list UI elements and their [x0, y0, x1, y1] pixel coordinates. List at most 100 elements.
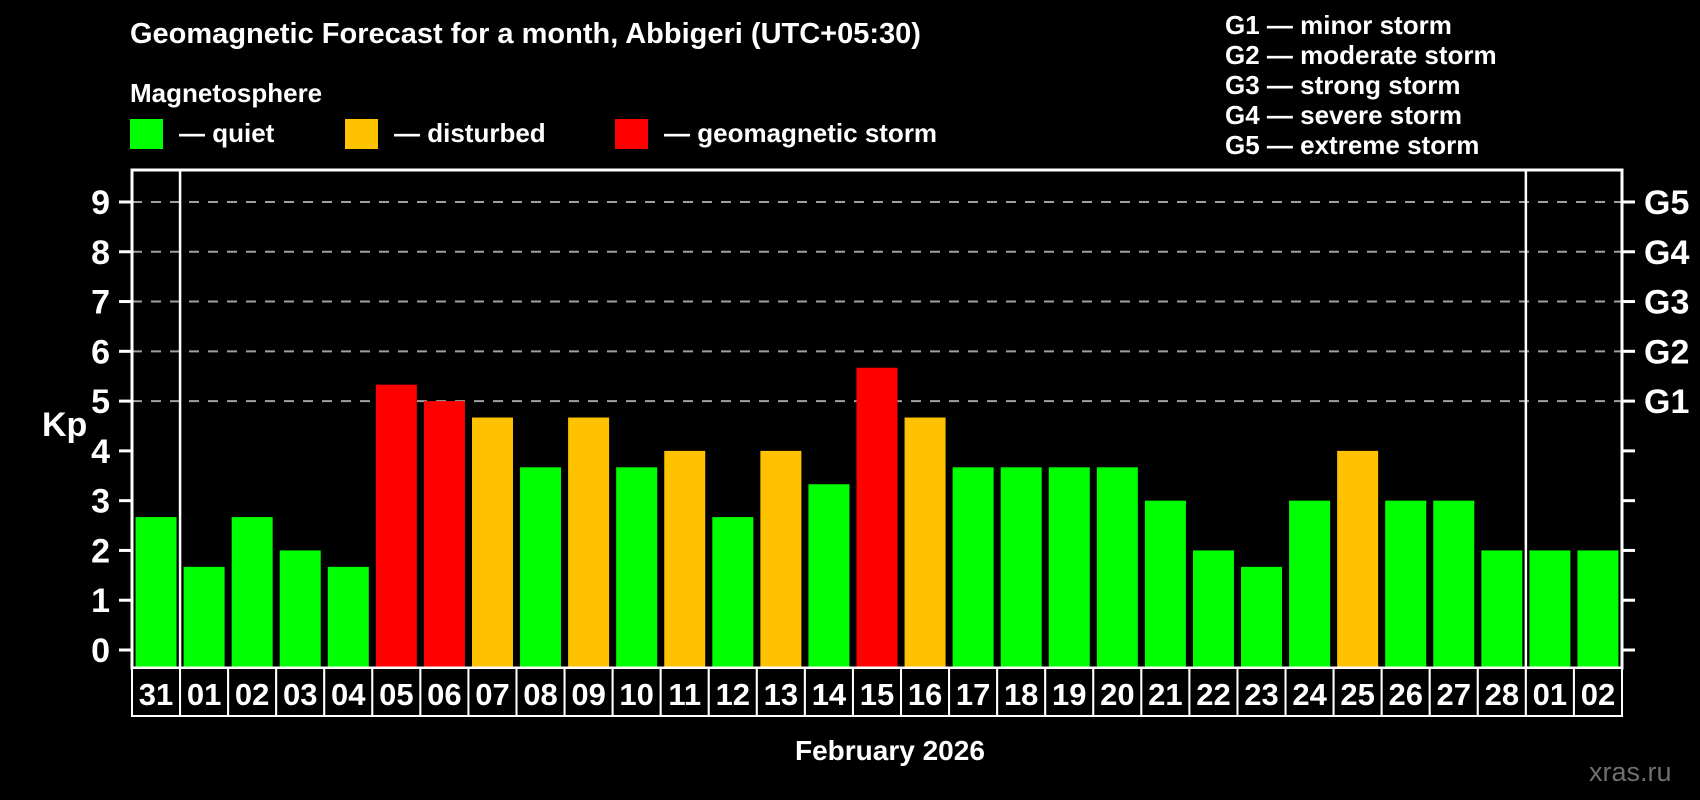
date-label-28: 28: [1485, 677, 1519, 712]
storm-color-swatch: [615, 118, 648, 149]
magnetosphere-label: Magnetosphere: [130, 78, 323, 108]
quiet-color-swatch: [130, 118, 163, 149]
kp-tick-label-4: 4: [91, 433, 110, 471]
date-label-21: 21: [1148, 677, 1182, 712]
g-tick-label-g2: G2: [1644, 333, 1689, 371]
date-label-20: 20: [1100, 677, 1134, 712]
date-label-14: 14: [812, 677, 847, 712]
kp-bar-22: [1192, 550, 1234, 668]
kp-bar-21: [1144, 500, 1186, 668]
date-cell: [323, 667, 374, 717]
kp-bar-28: [1481, 550, 1523, 668]
date-cell: [1044, 667, 1095, 717]
date-label-08: 08: [523, 677, 557, 712]
kp-tick-label-0: 0: [91, 632, 110, 670]
date-cell: [227, 667, 278, 717]
g-legend-line-g5: G5 — extreme storm: [1225, 130, 1480, 160]
date-label-13: 13: [764, 677, 798, 712]
kp-bar-11: [664, 450, 706, 668]
date-label-09: 09: [571, 677, 605, 712]
legend-item-disturbed: — disturbed: [345, 118, 546, 149]
kp-bar-08: [520, 467, 562, 668]
date-label-23: 23: [1244, 677, 1278, 712]
g-legend-line-g3: G3 — strong storm: [1225, 70, 1461, 100]
g-tick-label-g5: G5: [1644, 184, 1689, 222]
date-label-12: 12: [716, 677, 750, 712]
date-label-06: 06: [427, 677, 461, 712]
date-cell: [755, 667, 806, 717]
kp-tick-label-1: 1: [91, 582, 110, 620]
kp-tick-label-2: 2: [91, 532, 110, 570]
kp-tick-label-9: 9: [91, 184, 110, 222]
kp-bar-18: [1000, 467, 1042, 668]
date-label-05: 05: [379, 677, 413, 712]
kp-bar-06: [423, 401, 465, 668]
date-label-03: 03: [283, 677, 317, 712]
g-tick-label-g1: G1: [1644, 383, 1689, 421]
kp-tick-label-8: 8: [91, 234, 110, 272]
y-axis-title-kp: Kp: [42, 406, 88, 444]
kp-bar-02: [1577, 550, 1619, 668]
kp-bar-31: [135, 517, 177, 668]
kp-bar-26: [1385, 500, 1427, 668]
kp-bar-05: [375, 384, 417, 668]
date-cell: [996, 667, 1047, 717]
date-label-16: 16: [908, 677, 942, 712]
kp-tick-label-6: 6: [91, 333, 110, 371]
date-label-25: 25: [1340, 677, 1374, 712]
kp-bar-23: [1241, 566, 1283, 668]
date-label-31: 31: [139, 677, 173, 712]
kp-bar-14: [808, 484, 850, 668]
kp-bar-13: [760, 450, 802, 668]
legend-item-quiet: — quiet: [130, 118, 274, 149]
kp-bar-02: [231, 517, 273, 668]
kp-bar-10: [616, 467, 658, 668]
legend-label-disturbed: — disturbed: [394, 118, 546, 148]
legend-label-storm: — geomagnetic storm: [664, 118, 938, 148]
kp-bar-16: [904, 417, 946, 668]
date-label-04: 04: [331, 677, 366, 712]
g-scale-legend: G1 — minor storm G2 — moderate storm G3 …: [1225, 10, 1497, 160]
kp-tick-label-5: 5: [91, 383, 110, 421]
disturbed-color-swatch: [345, 118, 378, 149]
kp-bar-03: [279, 550, 321, 668]
g-tick-label-g4: G4: [1644, 234, 1689, 272]
date-cell: [179, 667, 230, 717]
date-cell: [1236, 667, 1287, 717]
date-label-10: 10: [619, 677, 653, 712]
kp-bar-20: [1096, 467, 1138, 668]
date-label-19: 19: [1052, 677, 1086, 712]
date-label-15: 15: [860, 677, 894, 712]
date-label-11: 11: [668, 677, 701, 712]
kp-bar-24: [1289, 500, 1331, 668]
date-label-02: 02: [235, 677, 269, 712]
kp-bar-01: [183, 566, 225, 668]
date-label-01: 01: [1533, 677, 1567, 712]
date-label-02: 02: [1581, 677, 1615, 712]
date-cell: [131, 667, 182, 717]
legend-item-storm: — geomagnetic storm: [615, 118, 937, 149]
kp-bar-25: [1337, 450, 1379, 668]
date-label-07: 07: [475, 677, 509, 712]
g-legend-line-g1: G1 — minor storm: [1225, 10, 1452, 40]
kp-tick-label-3: 3: [91, 483, 110, 521]
kp-tick-label-7: 7: [91, 284, 110, 322]
kp-bar-07: [471, 417, 513, 668]
date-label-22: 22: [1196, 677, 1230, 712]
date-cell: [1572, 667, 1623, 717]
g-legend-line-g4: G4 — severe storm: [1225, 100, 1463, 130]
kp-bar-17: [952, 467, 994, 668]
date-label-18: 18: [1004, 677, 1038, 712]
date-cell: [563, 667, 614, 717]
kp-bar-09: [568, 417, 610, 668]
date-cell: [948, 667, 999, 717]
kp-bar-12: [712, 517, 754, 668]
kp-bar-01: [1529, 550, 1571, 668]
kp-bar-15: [856, 367, 898, 668]
date-label-24: 24: [1292, 677, 1327, 712]
date-cell: [851, 667, 903, 717]
xras-watermark: xras.ru: [1589, 757, 1672, 787]
kp-bar-19: [1048, 467, 1090, 668]
